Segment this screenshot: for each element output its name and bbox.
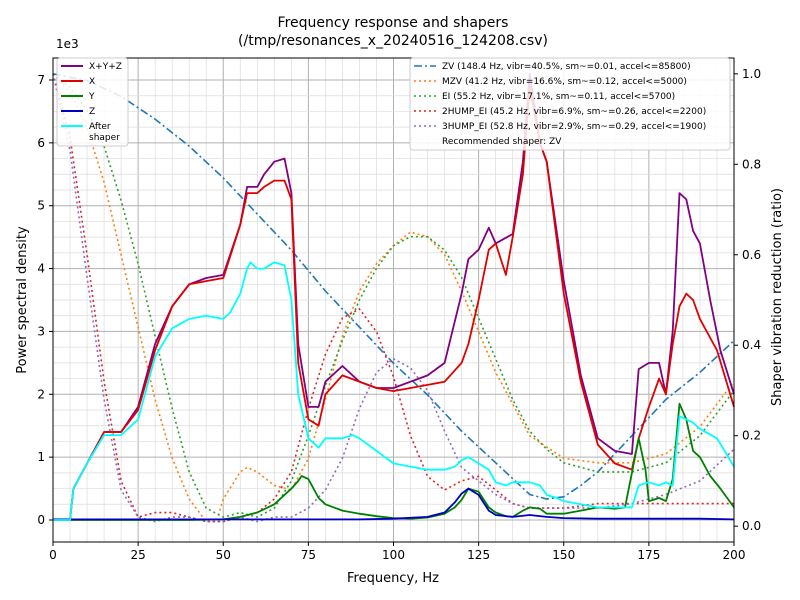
y-axis-label: Power spectral density [15, 226, 30, 374]
psd-line-x [53, 85, 735, 521]
x-tick-label: 50 [216, 548, 231, 562]
y-tick-label: 0 [37, 513, 45, 527]
y-offset-label: 1e3 [56, 37, 79, 51]
y2-tick-label: 0.0 [742, 519, 761, 533]
y2-tick-label: 0.2 [742, 429, 761, 443]
y-tick-label: 5 [37, 199, 45, 213]
y-tick-label: 1 [37, 450, 45, 464]
y2-axis: 0.0 0.2 0.4 0.6 0.8 1.0 [734, 67, 761, 533]
x-tick-label: 75 [301, 548, 316, 562]
y2-tick-label: 0.6 [742, 248, 761, 262]
x-tick-label: 25 [130, 548, 145, 562]
x-tick-label: 200 [723, 548, 746, 562]
x-tick-label: 0 [49, 548, 57, 562]
x-tick-label: 125 [467, 548, 490, 562]
legend-label-3hump-ei: 3HUMP_EI (52.8 Hz, vibr=2.9%, sm~=0.29, … [442, 122, 706, 132]
y-tick-label: 4 [37, 262, 45, 276]
legend-label-after-shaper: shaper [89, 133, 120, 143]
legend-label-after-shaper: After [89, 122, 111, 132]
legend-right: ZV (148.4 Hz, vibr=40.5%, sm~=0.01, acce… [409, 57, 731, 151]
legend-label-z: Z [89, 107, 95, 117]
y-axis: 0 1 2 3 4 5 6 7 [37, 73, 53, 527]
y2-tick-label: 0.4 [742, 338, 761, 352]
x-tick-label: 100 [382, 548, 405, 562]
shaper-line-2hump-ei [52, 73, 734, 523]
legend-label-zv: ZV (148.4 Hz, vibr=40.5%, sm~=0.01, acce… [442, 62, 691, 72]
y2-tick-label: 0.8 [742, 157, 761, 171]
legend-label-mzv: MZV (41.2 Hz, vibr=16.6%, sm~=0.12, acce… [442, 77, 687, 87]
chart-subtitle: (/tmp/resonances_x_20240516_124208.csv) [238, 33, 548, 49]
legend-label-x: X [89, 77, 95, 87]
legend-label-2hump-ei: 2HUMP_EI (45.2 Hz, vibr=6.9%, sm~=0.26, … [442, 107, 706, 117]
series-layer [52, 72, 735, 523]
x-axis: 0 25 50 75 100 125 150 175 200 [49, 542, 745, 562]
y2-tick-label: 1.0 [742, 67, 761, 81]
legend-label-y: Y [88, 92, 95, 102]
recommended-shaper-text: Recommended shaper: ZV [442, 137, 562, 147]
x-tick-label: 150 [552, 548, 575, 562]
psd-line-z [53, 487, 735, 521]
legend-label-x-y-z: X+Y+Z [89, 62, 122, 72]
shaper-line-zv [52, 73, 735, 500]
chart-title: Frequency response and shapers [278, 15, 509, 31]
y-tick-label: 7 [37, 73, 45, 87]
y-tick-label: 3 [37, 324, 45, 338]
x-axis-label: Frequency, Hz [347, 571, 439, 586]
x-tick-label: 175 [637, 548, 660, 562]
y-tick-label: 2 [37, 387, 45, 401]
legend-label-ei: EI (55.2 Hz, vibr=17.1%, sm~=0.11, accel… [442, 92, 675, 102]
legend-right-box [409, 57, 731, 151]
y2-axis-label: Shaper vibration reduction (ratio) [770, 188, 785, 406]
y-tick-label: 6 [37, 136, 45, 150]
psd-line-y [53, 402, 735, 521]
psd-line-after-shaper [53, 261, 735, 521]
